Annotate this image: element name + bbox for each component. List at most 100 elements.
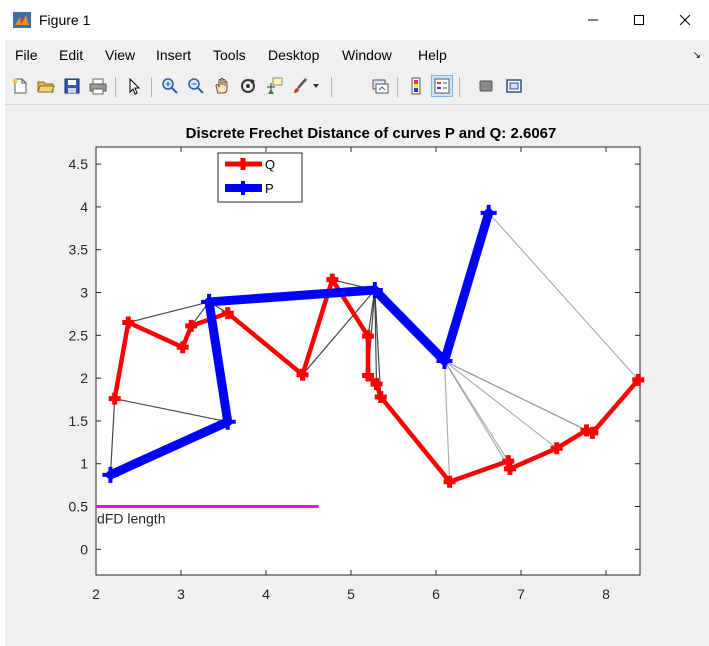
minimize-button[interactable] — [570, 0, 616, 40]
menu-bar: File Edit View Insert Tools Desktop Wind… — [5, 40, 709, 70]
y-tick-label: 3 — [80, 285, 88, 301]
menu-desktop[interactable]: Desktop — [268, 47, 320, 63]
link-line-10 — [374, 289, 382, 397]
point-q-8[interactable] — [362, 369, 374, 382]
matlab-logo-icon — [13, 12, 31, 28]
point-q-4[interactable] — [221, 307, 234, 320]
data-cursor-button[interactable] — [263, 75, 285, 97]
point-p-3[interactable] — [366, 281, 383, 298]
point-q-17[interactable] — [632, 373, 645, 386]
point-q-13[interactable] — [503, 462, 516, 475]
series-p — [102, 204, 497, 483]
brush-button[interactable] — [289, 75, 311, 97]
show-plot-tools-icon — [506, 79, 522, 93]
insert-colorbar-button[interactable] — [405, 75, 427, 97]
link-plot-button[interactable] — [369, 75, 391, 97]
pan-hand-icon — [215, 78, 228, 94]
y-tick-label: 1 — [80, 456, 88, 472]
point-p-2[interactable] — [201, 293, 218, 310]
point-q-2[interactable] — [176, 341, 189, 354]
y-tick-label: 2 — [80, 370, 88, 386]
x-tick-label: 5 — [347, 586, 355, 602]
series-q — [108, 273, 645, 488]
brush-icon — [294, 78, 307, 93]
menu-help[interactable]: Help — [418, 47, 447, 63]
point-p-0[interactable] — [102, 466, 119, 483]
colorbar-icon — [411, 77, 421, 95]
point-q-9[interactable] — [370, 378, 383, 391]
link-line-0 — [109, 398, 116, 475]
x-tick-label: 8 — [602, 586, 610, 602]
menu-view[interactable]: View — [105, 47, 136, 63]
zoom-in-button[interactable] — [159, 75, 181, 97]
link-line-16 — [444, 360, 593, 434]
insert-legend-button[interactable] — [431, 75, 453, 97]
point-q-7[interactable] — [362, 330, 374, 343]
point-q-6[interactable] — [326, 273, 339, 286]
point-p-5[interactable] — [480, 204, 497, 221]
figure-window: Figure 1 File Edit View Insert Tools Des… — [5, 0, 709, 646]
select-button[interactable] — [123, 75, 145, 97]
open-file-icon — [37, 81, 55, 93]
chart-title: Discrete Frechet Distance of curves P an… — [186, 125, 557, 142]
menu-tools[interactable]: Tools — [213, 47, 246, 63]
rotate-3d-button[interactable] — [237, 75, 259, 97]
point-q-5[interactable] — [296, 368, 309, 381]
toolbar-separator — [331, 77, 332, 97]
point-p-4[interactable] — [436, 353, 453, 369]
open-file-button[interactable] — [35, 75, 57, 97]
brush-dropdown-icon — [313, 84, 319, 88]
print-button[interactable] — [87, 75, 109, 97]
y-tick-label: 4.5 — [69, 156, 89, 172]
point-q-1[interactable] — [122, 316, 135, 329]
point-q-10[interactable] — [374, 390, 387, 403]
save-icon — [64, 78, 80, 94]
pan-button[interactable] — [211, 75, 233, 97]
point-q-3[interactable] — [185, 319, 198, 332]
brush-dropdown-button[interactable] — [310, 75, 322, 97]
link-line-13 — [443, 360, 511, 470]
legend-q-label: Q — [265, 157, 275, 172]
legend-q-marker — [237, 158, 249, 170]
link-line-1 — [114, 398, 228, 423]
show-plot-tools-button[interactable] — [503, 75, 525, 97]
point-p-1[interactable] — [219, 413, 236, 430]
axis-ticks: 2 3 4 5 6 7 8 0 0.5 1 1.5 2 2.5 3 3.5 4 4.5 — [69, 147, 640, 602]
point-q-16[interactable] — [586, 426, 599, 439]
close-button[interactable] — [662, 0, 708, 40]
link-line-17 — [488, 212, 639, 381]
y-tick-label: 0 — [80, 541, 88, 557]
dock-arrow-icon[interactable]: ↘ — [692, 50, 701, 61]
link-line-2 — [128, 301, 210, 324]
link-line-5 — [302, 289, 376, 376]
background-window-strip — [0, 0, 5, 646]
legend-box — [217, 152, 303, 203]
series-line-p[interactable] — [105, 208, 494, 480]
y-tick-label: 4 — [80, 199, 88, 215]
y-tick-label: 0.5 — [69, 499, 89, 515]
toolbar-separator — [115, 77, 116, 97]
menu-window[interactable]: Window — [342, 47, 392, 63]
menu-edit[interactable]: Edit — [59, 47, 84, 63]
save-button[interactable] — [61, 75, 83, 97]
window-title: Figure 1 — [39, 12, 91, 28]
toolbar-separator — [459, 77, 460, 97]
new-figure-button[interactable] — [9, 75, 31, 97]
toolbar — [5, 70, 709, 105]
point-q-14[interactable] — [550, 442, 563, 455]
point-q-0[interactable] — [108, 392, 121, 405]
zoom-out-button[interactable] — [185, 75, 207, 97]
menu-insert[interactable]: Insert — [156, 47, 192, 63]
point-q-11[interactable] — [443, 475, 456, 488]
y-tick-label: 2.5 — [69, 327, 89, 343]
legend[interactable]: Q P — [217, 152, 303, 203]
x-tick-label: 4 — [262, 586, 270, 602]
zoom-out-icon — [188, 78, 204, 94]
dfd-length-label: dFD length — [97, 511, 165, 527]
minimize-icon — [588, 19, 598, 21]
hide-plot-tools-button[interactable] — [475, 75, 497, 97]
link-line-11 — [443, 360, 451, 482]
menu-file[interactable]: File — [15, 47, 38, 63]
maximize-button[interactable] — [616, 0, 662, 40]
select-arrow-icon — [129, 77, 141, 95]
